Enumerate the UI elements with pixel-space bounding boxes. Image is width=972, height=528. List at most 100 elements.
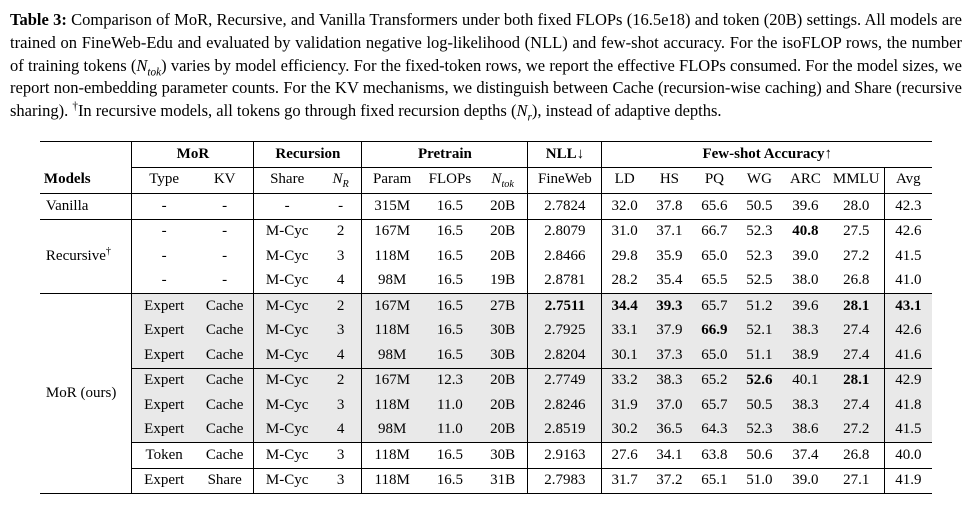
table-row: Expert Cache M-Cyc 4 98M 11.0 20B 2.8519 30.2 36.… xyxy=(40,417,933,443)
cell-nr: 2 xyxy=(319,293,363,319)
cell-share: M-Cyc xyxy=(253,367,320,394)
cell-kv: Share xyxy=(195,467,255,494)
cell-ntok: 20B xyxy=(477,367,529,394)
cell-type: Expert xyxy=(131,417,196,443)
cell-avg: 42.9 xyxy=(884,367,933,394)
column-header-mmlu: MMLU xyxy=(828,167,885,195)
cell-fineweb: 2.8466 xyxy=(527,244,603,269)
column-header-avg: Avg xyxy=(884,167,933,195)
cell-wg: 51.1 xyxy=(736,343,782,369)
cell-nr: 3 xyxy=(319,467,363,494)
cell-hs: 38.3 xyxy=(646,367,692,394)
cell-ntok: 19B xyxy=(477,268,529,294)
cell-type: - xyxy=(131,218,196,245)
cell-kv: Cache xyxy=(195,367,255,394)
column-header-type: Type xyxy=(131,167,196,195)
cell-hs: 35.4 xyxy=(656,272,683,289)
cell-hs: 34.1 xyxy=(646,442,692,469)
cell-wg: 52.3 xyxy=(736,417,782,443)
cell-mmlu: 27.2 xyxy=(828,417,885,443)
cell-wg: 51.2 xyxy=(736,293,782,319)
table-head: MoR Recursion Pretrain NLL↓ Few-shot Accurac… xyxy=(39,141,933,195)
cell-arc: 40.8 xyxy=(781,218,829,245)
cell-nr: 4 xyxy=(319,268,363,294)
cell-pq: 65.0 xyxy=(701,247,728,264)
cell-param: 98M xyxy=(377,272,407,289)
cell-param: 167M xyxy=(361,218,422,245)
cell-nr: - xyxy=(319,193,363,220)
cell-avg: 41.0 xyxy=(895,272,922,289)
column-header-arc: ARC xyxy=(781,167,829,195)
column-header-param: Param xyxy=(361,167,422,195)
cell-wg: 52.3 xyxy=(736,218,782,245)
cell-kv: - xyxy=(195,193,255,220)
cell-wg: 50.5 xyxy=(746,197,773,214)
cell-arc: 39.0 xyxy=(792,247,819,264)
cell-pq: 65.7 xyxy=(691,293,737,319)
cell-share: M-Cyc xyxy=(253,318,320,344)
cell-hs: 36.5 xyxy=(646,417,692,443)
cell-ntok: 27B xyxy=(477,293,529,319)
cell-param: 98M xyxy=(361,343,422,369)
cell-mmlu: 28.1 xyxy=(828,293,885,319)
cell-share: M-Cyc xyxy=(253,343,320,369)
group-header-recursion: Recursion xyxy=(253,141,363,168)
cell-avg: 42.3 xyxy=(895,197,922,214)
column-header-wg: WG xyxy=(736,167,782,195)
cell-flops: 16.5 xyxy=(436,197,464,214)
cell-wg: 52.6 xyxy=(736,367,782,394)
cell-param: 118M xyxy=(361,318,422,344)
cell-hs: 37.0 xyxy=(646,393,692,418)
group-header-nll: NLL↓ xyxy=(527,141,603,168)
cell-fineweb: 2.7983 xyxy=(527,467,603,494)
cell-type: Expert xyxy=(131,393,196,418)
cell-ntok: 30B xyxy=(477,343,529,369)
cell-kv: - xyxy=(195,218,255,245)
cell-hs: 39.3 xyxy=(646,293,692,319)
cell-ld: 29.8 xyxy=(611,247,638,264)
cell-mmlu: 28.0 xyxy=(828,193,885,220)
cell-type: Expert xyxy=(131,318,196,344)
cell-arc: 38.0 xyxy=(792,272,819,289)
column-header-flops: FLOPs xyxy=(421,167,478,195)
cell-pq: 65.5 xyxy=(701,272,728,289)
table-body: Vanilla - - - -315M 16.5 20B 2.7824 32.0 37.8 65.6… xyxy=(39,193,933,494)
cell-ld: 31.9 xyxy=(601,393,647,418)
table-row: - - M-Cyc 4 98M 16.5 19B 2.8781 28.2 35.4 65.5 52.5… xyxy=(40,268,932,294)
cell-kv: - xyxy=(195,244,255,269)
cell-ld: 30.2 xyxy=(601,417,647,443)
cell-wg: 51.0 xyxy=(736,467,782,494)
cell-fineweb: 2.8246 xyxy=(527,393,603,418)
cell-wg: 50.5 xyxy=(736,393,782,418)
cell-ld: 34.4 xyxy=(601,293,647,319)
cell-mmlu: 27.4 xyxy=(828,393,885,418)
cell-mmlu: 28.1 xyxy=(828,367,885,394)
cell-fineweb: 2.7824 xyxy=(527,193,603,220)
cell-param: 118M xyxy=(361,393,422,418)
cell-ntok: 20B xyxy=(477,393,529,418)
table-row: - - M-Cyc 3 118M 16.5 20B 2.8466 29.8 35.9 65.0 52.… xyxy=(40,244,932,269)
cell-nr: 2 xyxy=(319,218,363,245)
cell-fineweb: 2.8519 xyxy=(527,417,603,443)
column-header-fineweb: FineWeb xyxy=(527,167,603,195)
page: Table 3: Comparison of MoR, Recursive, a… xyxy=(10,10,962,495)
cell-ntok: 20B xyxy=(477,193,529,220)
column-header-kv: KV xyxy=(195,167,255,195)
cell-kv: Cache xyxy=(195,417,255,443)
column-header-pq: PQ xyxy=(691,167,737,195)
table-row: Expert Cache M-Cyc 4 98M 16.5 30B 2.8204 30.1 37.… xyxy=(40,343,933,369)
cell-flops: 16.5 xyxy=(421,218,478,245)
cell-type: - xyxy=(161,272,167,289)
cell-share: M-Cyc xyxy=(265,272,309,289)
cell-pq: 65.1 xyxy=(691,467,737,494)
cell-kv: Cache xyxy=(195,293,255,319)
cell-nr: 3 xyxy=(319,244,363,269)
cell-wg: 52.5 xyxy=(746,272,773,289)
cell-param: 118M xyxy=(361,467,422,494)
cell-param: 167M xyxy=(361,293,422,319)
cell-flops: 16.5 xyxy=(421,343,478,369)
cell-share: M-Cyc xyxy=(253,218,320,245)
cell-pq: 63.8 xyxy=(691,442,737,469)
cell-arc: 38.6 xyxy=(781,417,829,443)
column-header-nr: NR xyxy=(319,167,363,195)
